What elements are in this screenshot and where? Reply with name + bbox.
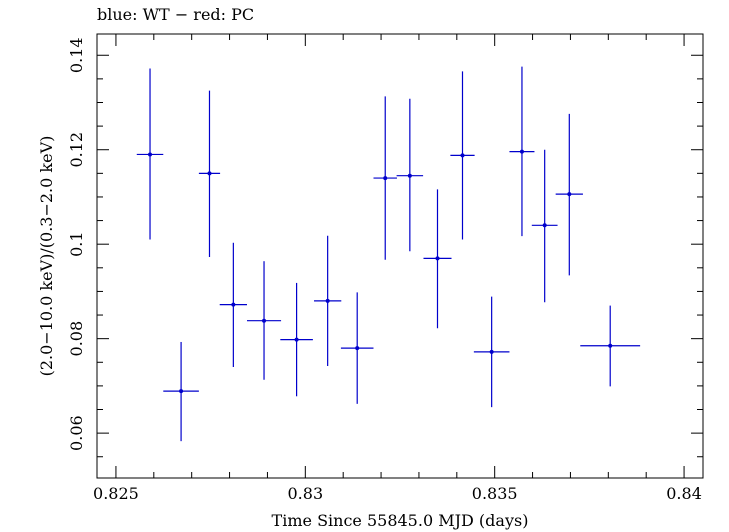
point-marker	[294, 337, 299, 342]
data-point	[198, 90, 221, 257]
point-marker	[148, 152, 153, 157]
point-marker	[355, 346, 360, 351]
data-point	[219, 242, 247, 367]
x-tick-label: 0.83	[288, 484, 324, 503]
data-point	[473, 296, 510, 408]
chart-title: blue: WT − red: PC	[97, 5, 254, 24]
x-tick-label: 0.84	[666, 484, 702, 503]
point-marker	[262, 318, 267, 323]
data-point	[509, 66, 535, 237]
point-marker	[489, 349, 494, 354]
x-axis-label: Time Since 55845.0 MJD (days)	[272, 511, 529, 530]
y-axis-label: (2.0−10.0 keV)/(0.3−2.0 keV)	[37, 136, 56, 377]
data-point	[163, 341, 199, 442]
y-tick-label: 0.1	[67, 231, 86, 256]
point-marker	[608, 343, 613, 348]
y-tick-label: 0.14	[67, 37, 86, 73]
x-tick-label: 0.835	[472, 484, 518, 503]
data-point	[340, 292, 374, 404]
point-marker	[460, 153, 465, 158]
data-point	[314, 235, 342, 367]
data-points	[136, 66, 641, 442]
data-point	[396, 98, 424, 252]
point-marker	[231, 302, 236, 307]
point-marker	[519, 149, 524, 154]
point-marker	[407, 173, 412, 178]
axis-ticks	[97, 34, 703, 478]
point-marker	[567, 192, 572, 197]
axis-tick-labels: 0.825 0.83 0.835 0.84 0.06 0.08 0.1 0.12 0.14	[67, 37, 702, 503]
data-point	[555, 113, 583, 276]
point-marker	[435, 256, 440, 261]
point-marker	[207, 171, 212, 176]
y-tick-label: 0.08	[67, 321, 86, 357]
point-marker	[542, 223, 547, 228]
data-point	[246, 261, 282, 380]
data-point	[373, 96, 397, 260]
y-tick-label: 0.06	[67, 415, 86, 451]
data-point	[136, 68, 164, 240]
data-point	[280, 282, 313, 397]
data-point	[423, 189, 452, 329]
y-tick-label: 0.12	[67, 132, 86, 168]
point-marker	[179, 389, 184, 394]
data-point	[531, 149, 558, 303]
point-marker	[325, 298, 330, 303]
data-point	[450, 71, 475, 240]
data-point	[580, 305, 641, 387]
plot-frame	[96, 33, 704, 479]
x-tick-label: 0.825	[93, 484, 139, 503]
point-marker	[383, 176, 388, 181]
